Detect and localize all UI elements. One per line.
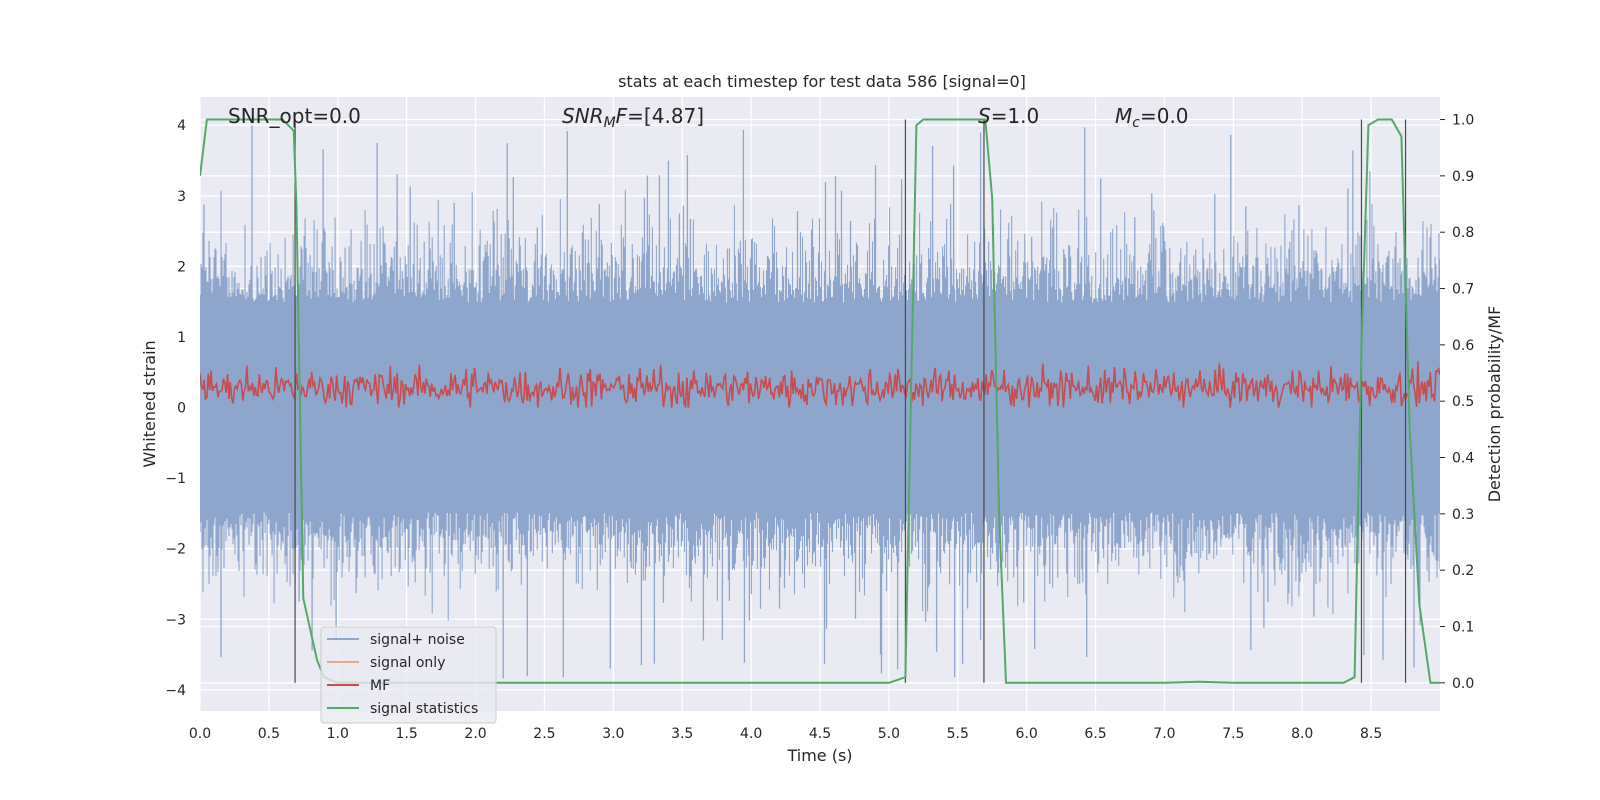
x-tick-label-8: 4.0: [740, 726, 762, 742]
x-tick-label-0: 0.0: [189, 726, 211, 742]
y-right-tick-label-7: 0.7: [1452, 282, 1474, 298]
x-tick-label-13: 6.5: [1084, 726, 1106, 742]
y-tick-label-0: −4: [165, 683, 186, 699]
legend-box: [320, 626, 497, 724]
y-tick-label-5: 1: [177, 330, 186, 346]
legend-label-signal-noise: signal+ noise: [370, 632, 465, 648]
y-tick-label-3: −1: [165, 471, 186, 487]
annotation-snr-mf-b: F: [616, 104, 628, 128]
y-tick-label-6: 2: [177, 259, 186, 275]
annotation-s: S=1.0: [978, 104, 1039, 128]
x-tick-label-10: 5.0: [878, 726, 900, 742]
x-tick-label-1: 0.5: [258, 726, 280, 742]
annotation-snr-opt: SNR_opt=0.0: [228, 104, 361, 128]
series-signal-noise-band: [200, 189, 1440, 641]
chart-title: stats at each timestep for test data 586…: [618, 72, 1026, 91]
annotation-snr-mf: SNRMF=[4.87]: [562, 104, 704, 131]
y-tick-label-7: 3: [177, 189, 186, 205]
x-tick-label-12: 6.0: [1016, 726, 1038, 742]
x-tick-labels: 0.0 0.5 1.0 1.5 2.0 2.5 3.0 3.5 4.0 4.5 5.0 5.5 6.0 6…: [189, 726, 1382, 742]
y-tick-label-1: −3: [165, 612, 186, 628]
annotation-mc-sub: c: [1132, 115, 1140, 131]
annotation-s-symbol: S: [978, 104, 991, 128]
y-right-tick-label-9: 0.9: [1452, 169, 1474, 185]
annotation-snr-mf-sub: M: [604, 115, 616, 131]
y-right-tick-label-10: 1.0: [1452, 113, 1474, 129]
annotation-mc-symbol: M: [1115, 104, 1132, 128]
annotation-snr-mf-a: SNR: [562, 104, 604, 128]
y-tick-labels: −4 −3 −2 −1 0 1 2 3 4: [165, 118, 186, 699]
x-tick-label-7: 3.5: [671, 726, 693, 742]
y-right-tick-label-2: 0.2: [1452, 563, 1474, 579]
y-right-tick-label-0: 0.0: [1452, 676, 1474, 692]
y-right-tick-label-5: 0.5: [1452, 394, 1474, 410]
series-signal-statistics-line: [200, 118, 1440, 684]
x-tick-label-17: 8.5: [1360, 726, 1382, 742]
series-mf-line: [200, 361, 1440, 409]
y-right-tick-label-1: 0.1: [1452, 620, 1474, 636]
x-tick-label-9: 4.5: [809, 726, 831, 742]
y-right-tick-label-8: 0.8: [1452, 225, 1474, 241]
annotation-mc-value: =0.0: [1140, 104, 1189, 128]
vertical-markers: [294, 119, 1407, 683]
x-tick-label-5: 2.5: [533, 726, 555, 742]
y-axis-label: Whitened strain: [140, 340, 159, 467]
y-right-axis-label: Detection probability/MF: [1485, 306, 1504, 503]
y-right-tick-label-6: 0.6: [1452, 338, 1474, 354]
y-tick-label-2: −2: [165, 542, 186, 558]
y-right-tick-labels: 0.0 0.1 0.2 0.3 0.4 0.5 0.6 0.7 0.8 0.9 1.0: [1452, 113, 1474, 692]
y-right-tick-label-4: 0.4: [1452, 451, 1474, 467]
annotation-snr-mf-value: =[4.87]: [627, 104, 704, 128]
legend-label-signal-statistics: signal statistics: [370, 701, 478, 717]
x-tick-label-2: 1.0: [327, 726, 349, 742]
x-tick-label-11: 5.5: [947, 726, 969, 742]
annotation-s-value: =1.0: [991, 104, 1040, 128]
legend-label-signal-only: signal only: [370, 655, 445, 671]
x-tick-label-3: 1.5: [396, 726, 418, 742]
x-tick-label-15: 7.5: [1222, 726, 1244, 742]
y-tick-label-4: 0: [177, 401, 186, 417]
y-right-tick-label-3: 0.3: [1452, 507, 1474, 523]
x-axis-label: Time (s): [786, 746, 852, 765]
x-tick-label-4: 2.0: [464, 726, 486, 742]
x-tick-label-14: 7.0: [1153, 726, 1175, 742]
legend-label-mf: MF: [370, 678, 390, 694]
y-tick-label-8: 4: [177, 118, 186, 134]
series-signal-noise-spikes: [203, 125, 1430, 679]
x-tick-label-16: 8.0: [1291, 726, 1313, 742]
x-tick-label-6: 3.0: [602, 726, 624, 742]
legend: signal+ noise signal only MF signal stat…: [320, 626, 497, 724]
annotation-mc: Mc=0.0: [1115, 104, 1189, 131]
